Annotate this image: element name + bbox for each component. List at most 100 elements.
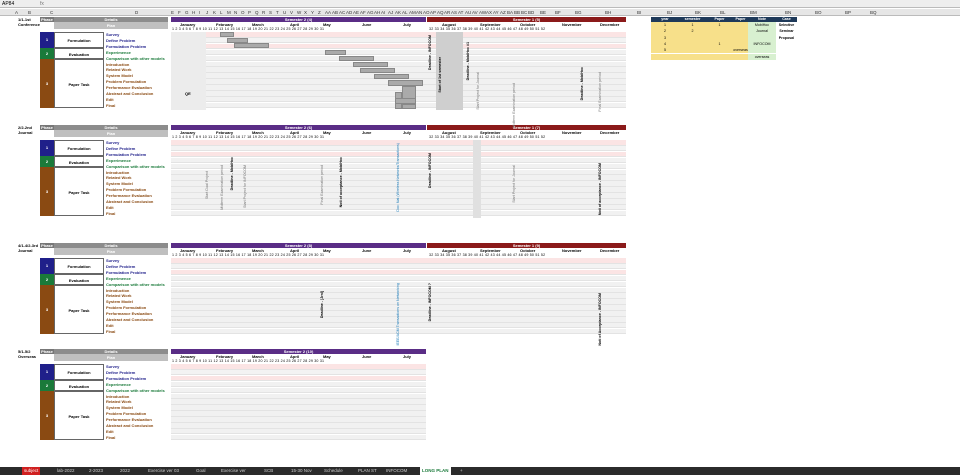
legend-cell[interactable]: [679, 40, 706, 48]
row-number[interactable]: [0, 371, 14, 376]
task-row-cells[interactable]: [171, 187, 626, 193]
column-header[interactable]: S: [269, 10, 273, 15]
task-row-cells[interactable]: [171, 258, 626, 264]
column-header[interactable]: G: [185, 10, 189, 15]
legend-cell[interactable]: 3: [651, 34, 679, 41]
task-row-cells[interactable]: [171, 67, 626, 73]
legend-cell[interactable]: 1: [706, 22, 733, 29]
column-header[interactable]: BA: [507, 10, 514, 15]
row-number[interactable]: [0, 387, 14, 392]
task-row-cells[interactable]: [171, 151, 626, 158]
task-row-cells[interactable]: [171, 85, 626, 91]
task-row-cells[interactable]: [171, 375, 426, 382]
column-header[interactable]: P: [248, 10, 252, 15]
legend-cell[interactable]: [733, 34, 748, 41]
column-header[interactable]: AZ: [500, 10, 506, 15]
legend-cell[interactable]: [706, 34, 733, 41]
task-row-cells[interactable]: [171, 43, 626, 50]
column-header[interactable]: BD: [528, 10, 535, 15]
row-number[interactable]: [0, 313, 14, 318]
sheet-tab[interactable]: Exercise ver 03: [148, 468, 180, 473]
row-number[interactable]: [0, 286, 14, 291]
task-row-cells[interactable]: [171, 275, 626, 282]
legend-cell[interactable]: [706, 28, 733, 35]
schedule-block[interactable]: [473, 140, 481, 218]
sheet-tab[interactable]: SCB: [264, 468, 274, 473]
row-number[interactable]: [0, 419, 14, 424]
task-row-cells[interactable]: [171, 269, 626, 276]
column-header[interactable]: U: [283, 10, 287, 15]
row-number[interactable]: [0, 265, 14, 270]
column-header[interactable]: A: [15, 10, 19, 15]
task-row-cells[interactable]: [171, 140, 626, 146]
column-header[interactable]: AT: [458, 10, 464, 15]
legend-cell[interactable]: [748, 34, 776, 41]
task-row-cells[interactable]: [171, 423, 426, 429]
schedule-block[interactable]: [374, 74, 409, 79]
row-number[interactable]: [0, 211, 14, 216]
row-number[interactable]: [0, 365, 14, 370]
row-number[interactable]: [0, 49, 14, 54]
column-header[interactable]: AP: [430, 10, 437, 15]
row-number[interactable]: [0, 398, 14, 403]
schedule-block[interactable]: [360, 68, 395, 73]
row-number[interactable]: [0, 17, 14, 22]
task-row-cells[interactable]: [171, 293, 626, 299]
column-header[interactable]: AS: [451, 10, 458, 15]
column-header[interactable]: BF: [555, 10, 561, 15]
row-number[interactable]: [0, 425, 14, 430]
column-header[interactable]: BJ: [667, 10, 673, 15]
row-number[interactable]: [0, 292, 14, 297]
column-header[interactable]: AY: [493, 10, 499, 15]
row-number[interactable]: [0, 76, 14, 81]
row-number[interactable]: [0, 184, 14, 189]
column-header[interactable]: AW: [479, 10, 487, 15]
column-header[interactable]: AH: [374, 10, 381, 15]
row-number[interactable]: [0, 179, 14, 184]
legend-cell[interactable]: [733, 40, 748, 48]
column-header[interactable]: AL: [402, 10, 408, 15]
column-header[interactable]: J: [206, 10, 209, 15]
row-number[interactable]: [0, 130, 14, 135]
legend-cell[interactable]: 1: [679, 22, 706, 29]
column-header[interactable]: BN: [785, 10, 792, 15]
column-header[interactable]: AV: [472, 10, 478, 15]
row-number[interactable]: [0, 452, 14, 457]
row-number[interactable]: [0, 259, 14, 264]
column-header[interactable]: B: [28, 10, 32, 15]
column-header[interactable]: AF: [360, 10, 366, 15]
schedule-block[interactable]: [402, 104, 416, 109]
column-header[interactable]: BI: [637, 10, 642, 15]
row-number[interactable]: [0, 206, 14, 211]
schedule-block[interactable]: [353, 62, 388, 67]
row-number[interactable]: [0, 120, 14, 125]
column-header[interactable]: Y: [311, 10, 315, 15]
row-number[interactable]: [0, 329, 14, 334]
task-row-cells[interactable]: [171, 169, 626, 175]
row-number[interactable]: [0, 33, 14, 38]
column-header[interactable]: AG: [367, 10, 374, 15]
legend-cell[interactable]: Selective: [776, 22, 797, 29]
legend-cell[interactable]: Journal: [748, 28, 776, 35]
task-row-cells[interactable]: [171, 328, 626, 335]
task-row-cells[interactable]: [171, 369, 426, 376]
task-row-cells[interactable]: [171, 317, 626, 323]
sheet-tab[interactable]: INFOCOM: [386, 468, 408, 473]
legend-cell[interactable]: 1: [706, 40, 733, 48]
sheet-tab[interactable]: Exercise ver: [221, 468, 246, 473]
column-header[interactable]: AB: [332, 10, 339, 15]
task-row-cells[interactable]: [171, 287, 626, 293]
row-number[interactable]: [0, 408, 14, 413]
row-number[interactable]: [0, 335, 14, 340]
task-row-cells[interactable]: [171, 204, 626, 211]
row-number[interactable]: [0, 254, 14, 259]
row-number[interactable]: [0, 275, 14, 280]
column-header[interactable]: X: [304, 10, 308, 15]
column-header[interactable]: V: [290, 10, 294, 15]
schedule-block[interactable]: [388, 80, 423, 86]
column-header[interactable]: AC: [339, 10, 346, 15]
task-row-cells[interactable]: [171, 299, 626, 305]
row-number[interactable]: [0, 60, 14, 65]
task-row-cells[interactable]: [171, 193, 626, 199]
row-number[interactable]: [0, 163, 14, 168]
